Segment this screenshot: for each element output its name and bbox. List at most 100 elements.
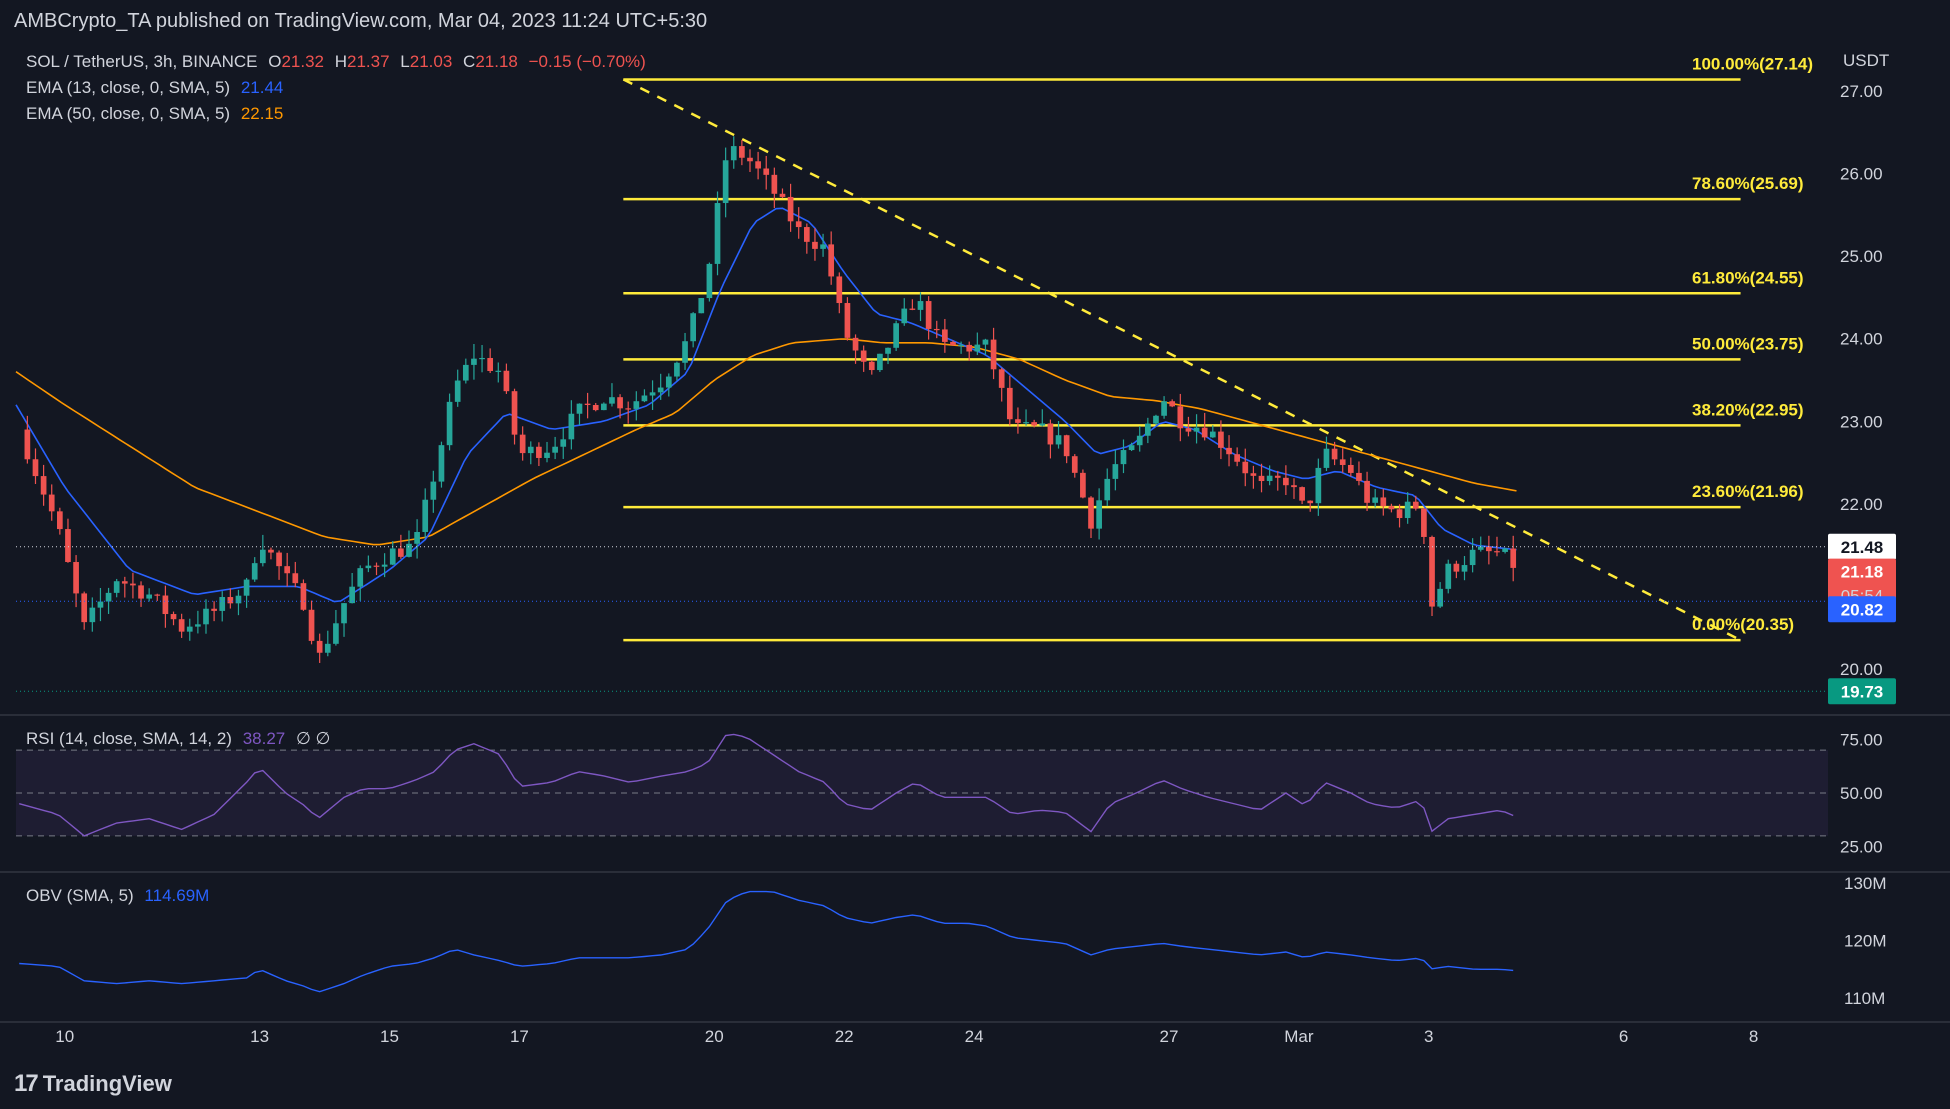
candle-body[interactable] <box>893 323 899 348</box>
candle-body[interactable] <box>1250 473 1257 476</box>
candle-body[interactable] <box>1023 422 1029 424</box>
candle-body[interactable] <box>1185 428 1192 432</box>
candle-body[interactable] <box>917 301 924 310</box>
candle-body[interactable] <box>1128 445 1135 451</box>
candle-body[interactable] <box>519 434 526 454</box>
candle-body[interactable] <box>560 439 567 447</box>
candle-body[interactable] <box>146 594 152 599</box>
candle-body[interactable] <box>186 626 193 632</box>
candle-body[interactable] <box>1461 565 1468 572</box>
candle-body[interactable] <box>1347 464 1354 473</box>
candle-body[interactable] <box>1404 501 1411 519</box>
candle-body[interactable] <box>65 529 71 563</box>
candle-body[interactable] <box>503 370 510 392</box>
candle-body[interactable] <box>998 369 1005 388</box>
candle-body[interactable] <box>308 609 315 641</box>
candle-body[interactable] <box>170 614 177 620</box>
candle-body[interactable] <box>1291 485 1297 488</box>
candle-body[interactable] <box>1031 422 1038 426</box>
candle-body[interactable] <box>121 581 128 584</box>
candle-body[interactable] <box>365 565 372 569</box>
candle-body[interactable] <box>747 157 753 162</box>
candle-body[interactable] <box>211 608 217 611</box>
candle-body[interactable] <box>40 476 47 495</box>
candle-body[interactable] <box>1396 509 1403 519</box>
candle-body[interactable] <box>852 337 859 351</box>
candle-body[interactable] <box>219 597 226 611</box>
candle-body[interactable] <box>1145 423 1151 436</box>
candle-body[interactable] <box>1088 497 1094 529</box>
candle-body[interactable] <box>284 566 291 574</box>
candle-body[interactable] <box>763 168 770 175</box>
candle-body[interactable] <box>657 387 664 393</box>
candle-body[interactable] <box>259 549 266 564</box>
candle-body[interactable] <box>1315 467 1322 504</box>
candle-body[interactable] <box>576 403 583 414</box>
candle-body[interactable] <box>130 583 136 586</box>
candle-body[interactable] <box>113 581 120 593</box>
candle-body[interactable] <box>779 193 786 197</box>
candle-body[interactable] <box>1015 419 1021 423</box>
axes[interactable]: USDT 27.00 26.00 25.00 24.00 23.00 22.00 20.00 7… <box>55 51 1889 1046</box>
candle-body[interactable] <box>422 499 429 532</box>
candle-body[interactable] <box>1412 501 1419 509</box>
candle-body[interactable] <box>462 364 469 381</box>
candle-body[interactable] <box>1234 454 1240 462</box>
candle-body[interactable] <box>1299 487 1305 501</box>
candle-body[interactable] <box>552 446 558 453</box>
candle-body[interactable] <box>1388 506 1395 510</box>
candle-body[interactable] <box>1339 459 1346 465</box>
candle-body[interactable] <box>682 341 688 363</box>
candle-body[interactable] <box>406 543 412 557</box>
candle-body[interactable] <box>1136 435 1143 446</box>
candle-body[interactable] <box>57 511 63 530</box>
candle-body[interactable] <box>1080 472 1086 498</box>
fibonacci-retracement[interactable]: 100.00%(27.14) 78.60%(25.69) 61.80%(24.55)… <box>623 54 1813 642</box>
candle-body[interactable] <box>97 601 104 608</box>
ema13-legend[interactable]: EMA (13, close, 0, SMA, 5) 21.44 <box>26 78 289 98</box>
candle-body[interactable] <box>990 339 997 370</box>
candle-body[interactable] <box>966 344 973 352</box>
candle-body[interactable] <box>584 403 591 406</box>
candle-body[interactable] <box>544 452 550 458</box>
candle-body[interactable] <box>357 568 364 587</box>
candle-body[interactable] <box>633 401 640 409</box>
tradingview-brand[interactable]: 17 TradingView <box>14 1070 172 1098</box>
candle-body[interactable] <box>609 397 615 404</box>
candle-body[interactable] <box>925 301 932 329</box>
candle-body[interactable] <box>568 413 575 440</box>
candle-body[interactable] <box>1477 546 1484 550</box>
candle-body[interactable] <box>292 573 299 584</box>
candle-body[interactable] <box>300 583 307 610</box>
candle-body[interactable] <box>1437 588 1443 607</box>
candle-body[interactable] <box>1169 401 1176 407</box>
candle-body[interactable] <box>1177 406 1184 429</box>
candle-body[interactable] <box>1258 475 1265 482</box>
candle-body[interactable] <box>1494 551 1500 553</box>
candle-body[interactable] <box>32 459 39 477</box>
candle-body[interactable] <box>1331 448 1338 460</box>
candle-body[interactable] <box>1047 423 1054 445</box>
candle-body[interactable] <box>803 227 810 242</box>
candle-body[interactable] <box>1380 497 1387 507</box>
candle-body[interactable] <box>1006 387 1013 420</box>
candle-body[interactable] <box>1356 472 1362 481</box>
candle-body[interactable] <box>795 221 802 228</box>
candle-body[interactable] <box>511 391 518 435</box>
candle-body[interactable] <box>722 160 729 204</box>
candle-body[interactable] <box>974 344 981 352</box>
candle-body[interactable] <box>1323 448 1330 468</box>
candle-body[interactable] <box>154 594 161 596</box>
candle-body[interactable] <box>316 640 323 653</box>
candle-body[interactable] <box>446 401 453 446</box>
candle-body[interactable] <box>1063 435 1070 457</box>
candle-body[interactable] <box>89 607 96 623</box>
rsi-legend[interactable]: RSI (14, close, SMA, 14, 2) 38.27 ∅ ∅ <box>26 729 336 749</box>
candle-body[interactable] <box>438 445 445 482</box>
candle-body[interactable] <box>812 241 818 249</box>
candle-body[interactable] <box>349 586 355 604</box>
candle-body[interactable] <box>617 397 623 409</box>
candle-body[interactable] <box>933 328 940 331</box>
candle-body[interactable] <box>138 585 144 599</box>
candle-body[interactable] <box>48 494 55 512</box>
